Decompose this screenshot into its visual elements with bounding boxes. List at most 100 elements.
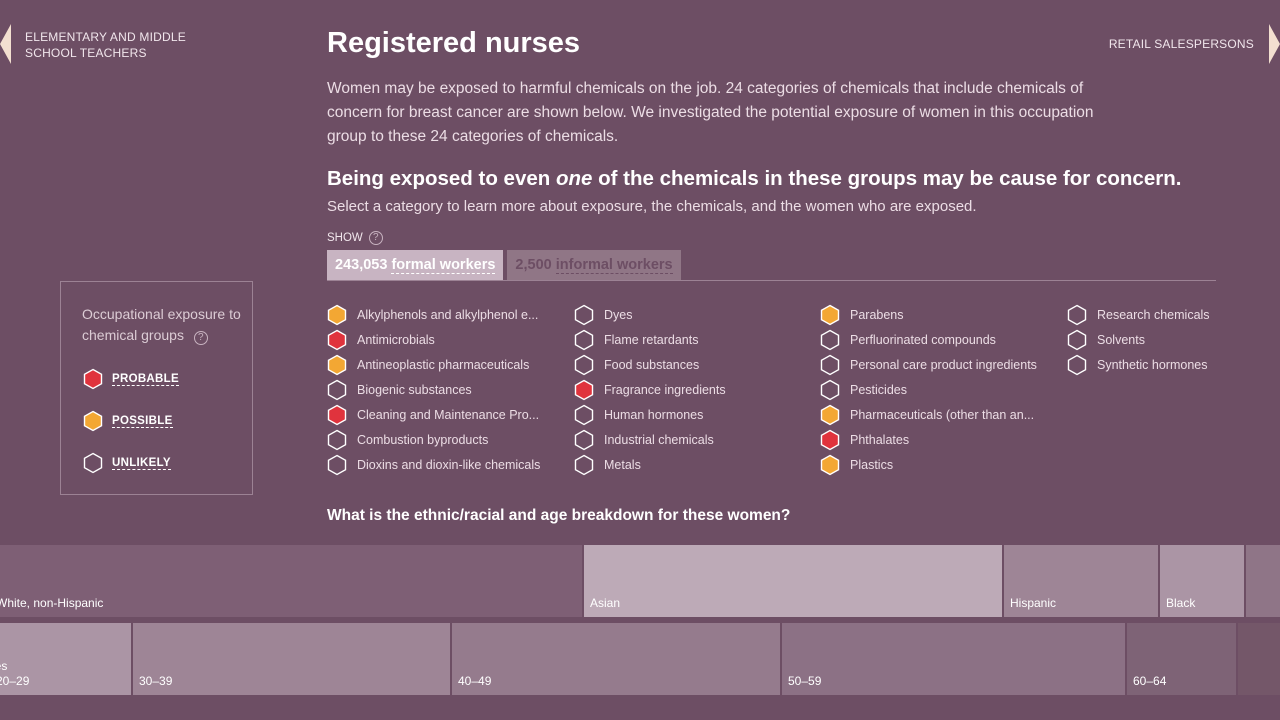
exposure-unlikely-hexagon-icon — [1067, 329, 1087, 350]
chemical-group-label: Perfluorinated compounds — [850, 332, 996, 347]
chemical-group-item[interactable]: Pesticides — [820, 377, 1037, 402]
exposure-probable-hexagon-icon — [327, 404, 347, 425]
chemical-group-item[interactable]: Flame retardants — [574, 327, 726, 352]
chemical-group-label: Human hormones — [604, 407, 704, 422]
exposure-unlikely-hexagon-icon — [820, 354, 840, 375]
legend-item-probable[interactable]: PROBABLE — [83, 368, 179, 390]
legend-help-icon[interactable]: ? — [193, 331, 208, 345]
chemical-group-label: Combustion byproducts — [357, 432, 489, 447]
age-group-label: Ages — [0, 659, 8, 673]
chemical-group-label: Dioxins and dioxin-like chemicals — [357, 457, 541, 472]
exposure-unlikely-hexagon-icon — [574, 429, 594, 450]
chemical-group-item[interactable]: Industrial chemicals — [574, 427, 726, 452]
age-segment-label: 60–64 — [1133, 674, 1167, 688]
page-title: Registered nurses — [327, 27, 581, 59]
chemical-group-item[interactable]: Perfluorinated compounds — [820, 327, 1037, 352]
exposure-possible-hexagon-icon — [820, 454, 840, 475]
unlikely-hexagon-icon — [83, 452, 103, 474]
legend-title: Occupational exposure to chemical groups… — [82, 304, 242, 346]
tabs-divider — [327, 280, 1216, 281]
chemical-group-item[interactable]: Antimicrobials — [327, 327, 540, 352]
chemical-group-label: Plastics — [850, 457, 894, 472]
exposure-unlikely-hexagon-icon — [574, 354, 594, 375]
concern-heading-start: Being exposed to even — [327, 167, 556, 190]
chemical-group-item[interactable]: Antineoplastic pharmaceuticals — [327, 352, 540, 377]
chemical-group-item[interactable]: Fragrance ingredients — [574, 377, 726, 402]
race-segment-label: Hispanic — [1010, 596, 1057, 610]
chemical-group-label: Alkylphenols and alkylphenol e... — [357, 307, 539, 322]
chemical-group-label: Pesticides — [850, 382, 907, 397]
chemical-group-item[interactable]: Cleaning and Maintenance Pro... — [327, 402, 540, 427]
chemical-group-item[interactable]: Parabens — [820, 302, 1037, 327]
next-occupation-link[interactable]: RETAIL SALESPERSONS — [1108, 37, 1254, 51]
previous-occupation-arrow-icon[interactable] — [0, 24, 11, 64]
age-segment[interactable] — [1238, 623, 1280, 695]
formal-count: 243,053 — [335, 257, 388, 273]
age-segment[interactable]: 30–39 — [133, 623, 452, 695]
age-segment-label: 50–59 — [788, 674, 822, 688]
concern-heading-emphasis: one — [555, 167, 593, 190]
chemical-column: Parabens Perfluorinated compounds Personal… — [820, 302, 1037, 477]
legend-item-unlikely[interactable]: UNLIKELY — [83, 452, 171, 474]
exposure-legend: Occupational exposure to chemical groups… — [60, 281, 253, 495]
exposure-possible-hexagon-icon — [327, 304, 347, 325]
race-segment[interactable]: Black — [1160, 545, 1246, 617]
chemical-group-item[interactable]: Synthetic hormones — [1067, 352, 1210, 377]
exposure-unlikely-hexagon-icon — [327, 454, 347, 475]
chemical-group-item[interactable]: Personal care product ingredients — [820, 352, 1037, 377]
age-segment-label: 20–29 — [0, 674, 30, 688]
legend-item-label: PROBABLE — [112, 372, 179, 386]
show-selector: SHOW ? — [327, 231, 383, 245]
next-occupation-arrow-icon[interactable] — [1269, 24, 1280, 64]
exposure-possible-hexagon-icon — [327, 354, 347, 375]
legend-item-possible[interactable]: POSSIBLE — [83, 410, 173, 432]
previous-occupation-link[interactable]: ELEMENTARY AND MIDDLE SCHOOL TEACHERS — [25, 30, 186, 60]
chemical-group-label: Industrial chemicals — [604, 432, 714, 447]
exposure-possible-hexagon-icon — [820, 404, 840, 425]
race-segment[interactable]: White, non-Hispanic — [0, 545, 584, 617]
exposure-unlikely-hexagon-icon — [327, 429, 347, 450]
chemical-group-item[interactable]: Dioxins and dioxin-like chemicals — [327, 452, 540, 477]
chemical-group-item[interactable]: Phthalates — [820, 427, 1037, 452]
exposure-unlikely-hexagon-icon — [820, 379, 840, 400]
age-segment[interactable]: 40–49 — [452, 623, 782, 695]
race-segment[interactable]: Hispanic — [1004, 545, 1160, 617]
chemical-group-item[interactable]: Solvents — [1067, 327, 1210, 352]
race-breakdown-bar: White, non-Hispanic Asian Hispanic Black — [0, 545, 1280, 617]
tab-formal-workers[interactable]: 243,053 formal workers — [327, 250, 504, 280]
chemical-group-item[interactable]: Research chemicals — [1067, 302, 1210, 327]
race-segment[interactable] — [1246, 545, 1280, 617]
chemical-group-item[interactable]: Alkylphenols and alkylphenol e... — [327, 302, 540, 327]
chemical-group-item[interactable]: Food substances — [574, 352, 726, 377]
chemical-group-item[interactable]: Pharmaceuticals (other than an... — [820, 402, 1037, 427]
chemical-group-item[interactable]: Metals — [574, 452, 726, 477]
probable-hexagon-icon — [83, 368, 103, 390]
age-segment[interactable]: 20–29Ages — [0, 623, 133, 695]
exposure-unlikely-hexagon-icon — [574, 329, 594, 350]
chemical-group-label: Solvents — [1097, 332, 1145, 347]
exposure-probable-hexagon-icon — [820, 429, 840, 450]
chemical-group-item[interactable]: Combustion byproducts — [327, 427, 540, 452]
worker-type-tabs: 243,053 formal workers 2,500 informal wo… — [327, 250, 681, 280]
exposure-probable-hexagon-icon — [327, 329, 347, 350]
race-segment[interactable]: Asian — [584, 545, 1004, 617]
chemical-column: Research chemicals Solvents Synthetic horm… — [1067, 302, 1210, 377]
chemical-group-label: Personal care product ingredients — [850, 357, 1037, 372]
exposure-unlikely-hexagon-icon — [574, 404, 594, 425]
chemical-group-item[interactable]: Dyes — [574, 302, 726, 327]
concern-heading: Being exposed to even one of the chemica… — [327, 167, 1181, 191]
age-segment[interactable]: 60–64 — [1127, 623, 1238, 695]
tab-informal-workers[interactable]: 2,500 informal workers — [507, 250, 681, 280]
chemical-column: Alkylphenols and alkylphenol e... Antimic… — [327, 302, 540, 477]
chemical-group-item[interactable]: Plastics — [820, 452, 1037, 477]
chemical-group-item[interactable]: Human hormones — [574, 402, 726, 427]
age-segment[interactable]: 50–59 — [782, 623, 1127, 695]
chemical-group-label: Research chemicals — [1097, 307, 1210, 322]
race-segment-label: Asian — [590, 596, 621, 610]
chemical-group-label: Biogenic substances — [357, 382, 472, 397]
show-help-icon[interactable]: ? — [368, 231, 383, 245]
chemical-group-label: Dyes — [604, 307, 633, 322]
chemical-group-label: Parabens — [850, 307, 904, 322]
chemical-group-label: Metals — [604, 457, 641, 472]
chemical-group-item[interactable]: Biogenic substances — [327, 377, 540, 402]
